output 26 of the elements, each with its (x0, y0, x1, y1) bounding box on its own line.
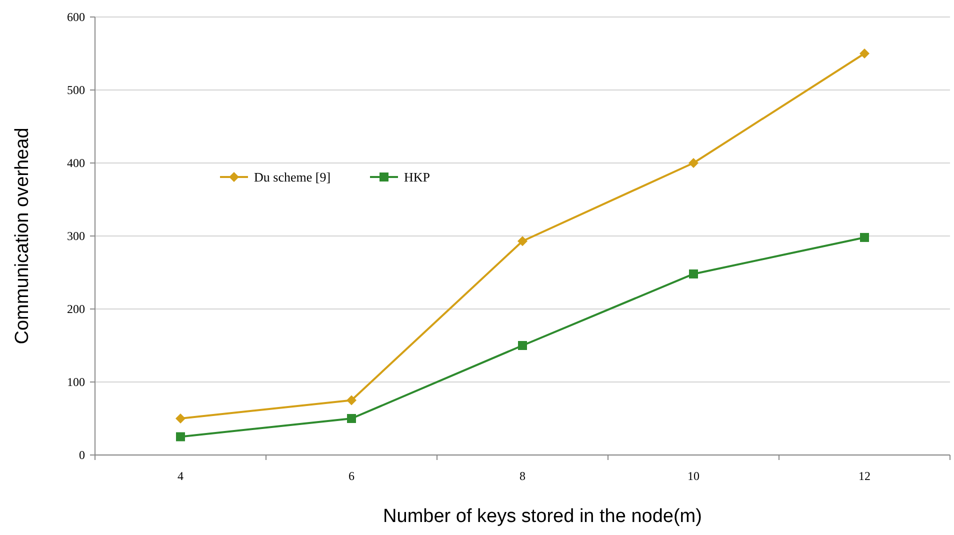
point (518, 236, 528, 246)
point (176, 414, 186, 424)
point (346, 395, 356, 406)
point (860, 48, 870, 58)
point (688, 158, 698, 168)
y-tick-label: 200 (67, 302, 85, 316)
legend-label: HKP (404, 170, 430, 185)
x-tick-label: 6 (348, 469, 354, 483)
y-tick-label: 300 (67, 229, 85, 244)
y-axis-title: Communication overhead (12, 128, 33, 344)
x-tick-label: 8 (520, 469, 526, 483)
x-tick-label: 4 (178, 469, 184, 483)
legend-label: Du scheme [9] (254, 170, 331, 185)
x-tick-label: 12 (858, 469, 870, 483)
y-tick-label: 600 (67, 10, 85, 24)
y-tick-label: 400 (67, 156, 85, 170)
y-tick-label: 500 (67, 83, 85, 98)
y-tick-label: 100 (67, 375, 85, 390)
y-tick-label: 0 (79, 448, 85, 462)
point (518, 341, 527, 350)
point (860, 232, 869, 242)
point (176, 432, 185, 442)
point (347, 414, 356, 423)
point (689, 269, 698, 278)
x-tick-label: 10 (688, 469, 700, 483)
x-axis-title: Number of keys stored in the node(m) (383, 506, 702, 527)
